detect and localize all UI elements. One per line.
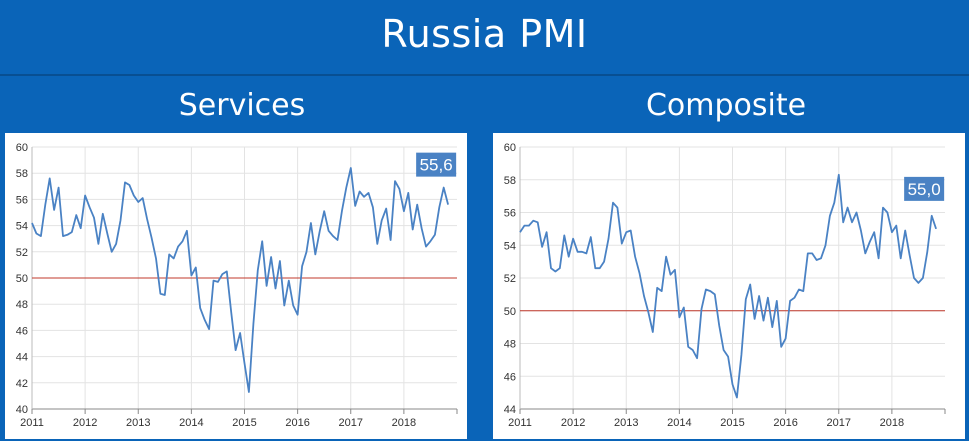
y-tick-label: 54 [16, 221, 28, 233]
composite-chart: 44 46 48 50 52 54 56 58 60 2011 2012 2013 2014 2015 20… [504, 142, 946, 429]
series-line [519, 173, 937, 399]
y-tick-label: 60 [504, 142, 516, 154]
y-tick-label: 44 [16, 352, 28, 364]
title-bar: Russia PMI [0, 0, 969, 76]
last-value-label: 55,0 [908, 180, 941, 199]
y-tick-label: 50 [504, 306, 516, 318]
x-tick-label: 2017 [339, 417, 363, 429]
y-tick-label: 40 [16, 404, 28, 416]
x-tick-label: 2018 [880, 417, 904, 429]
services-chart-title: Services [178, 88, 306, 123]
x-tick-label: 2015 [232, 417, 256, 429]
y-tick-label: 58 [16, 168, 28, 180]
x-tick-label: 2014 [179, 417, 203, 429]
composite-chart-title: Composite [645, 88, 807, 123]
y-tick-label: 54 [504, 240, 516, 252]
x-tick-label: 2016 [285, 417, 309, 429]
y-tick-label: 46 [16, 325, 28, 337]
x-tick-label: 2012 [73, 417, 97, 429]
y-tick-label: 48 [504, 339, 516, 351]
y-tick-label: 48 [16, 299, 28, 311]
last-value-badge [416, 152, 457, 177]
x-tick-label: 2015 [720, 417, 744, 429]
x-tick-label: 2011 [508, 417, 532, 429]
x-tick-label: 2011 [20, 417, 44, 429]
x-tick-label: 2013 [126, 417, 150, 429]
x-tick-label: 2016 [773, 417, 797, 429]
y-tick-label: 52 [16, 247, 28, 259]
last-value-badge [904, 176, 945, 201]
x-tick-label: 2013 [614, 417, 638, 429]
x-tick-label: 2014 [667, 417, 691, 429]
y-tick-label: 46 [504, 371, 516, 383]
services-chart-panel: 40 42 44 46 48 50 52 54 56 58 60 2011 2012 2013 2014 20… [5, 133, 467, 439]
x-tick-label: 2012 [561, 417, 585, 429]
services-chart: 40 42 44 46 48 50 52 54 56 58 60 2011 2012 2013 2014 20… [16, 142, 458, 429]
x-tick-label: 2017 [827, 417, 851, 429]
y-tick-label: 56 [16, 194, 28, 206]
composite-chart-panel: 44 46 48 50 52 54 56 58 60 2011 2012 2013 2014 2015 20… [493, 133, 965, 439]
series-line [31, 167, 449, 393]
y-tick-label: 56 [504, 208, 516, 220]
y-tick-label: 52 [504, 273, 516, 285]
y-tick-label: 50 [16, 273, 28, 285]
y-tick-label: 58 [504, 175, 516, 187]
y-tick-label: 44 [504, 404, 516, 416]
x-tick-label: 2018 [392, 417, 416, 429]
y-tick-label: 60 [16, 142, 28, 154]
y-tick-label: 42 [16, 378, 28, 390]
last-value-label: 55,6 [420, 156, 453, 175]
page-title: Russia PMI [381, 12, 588, 56]
